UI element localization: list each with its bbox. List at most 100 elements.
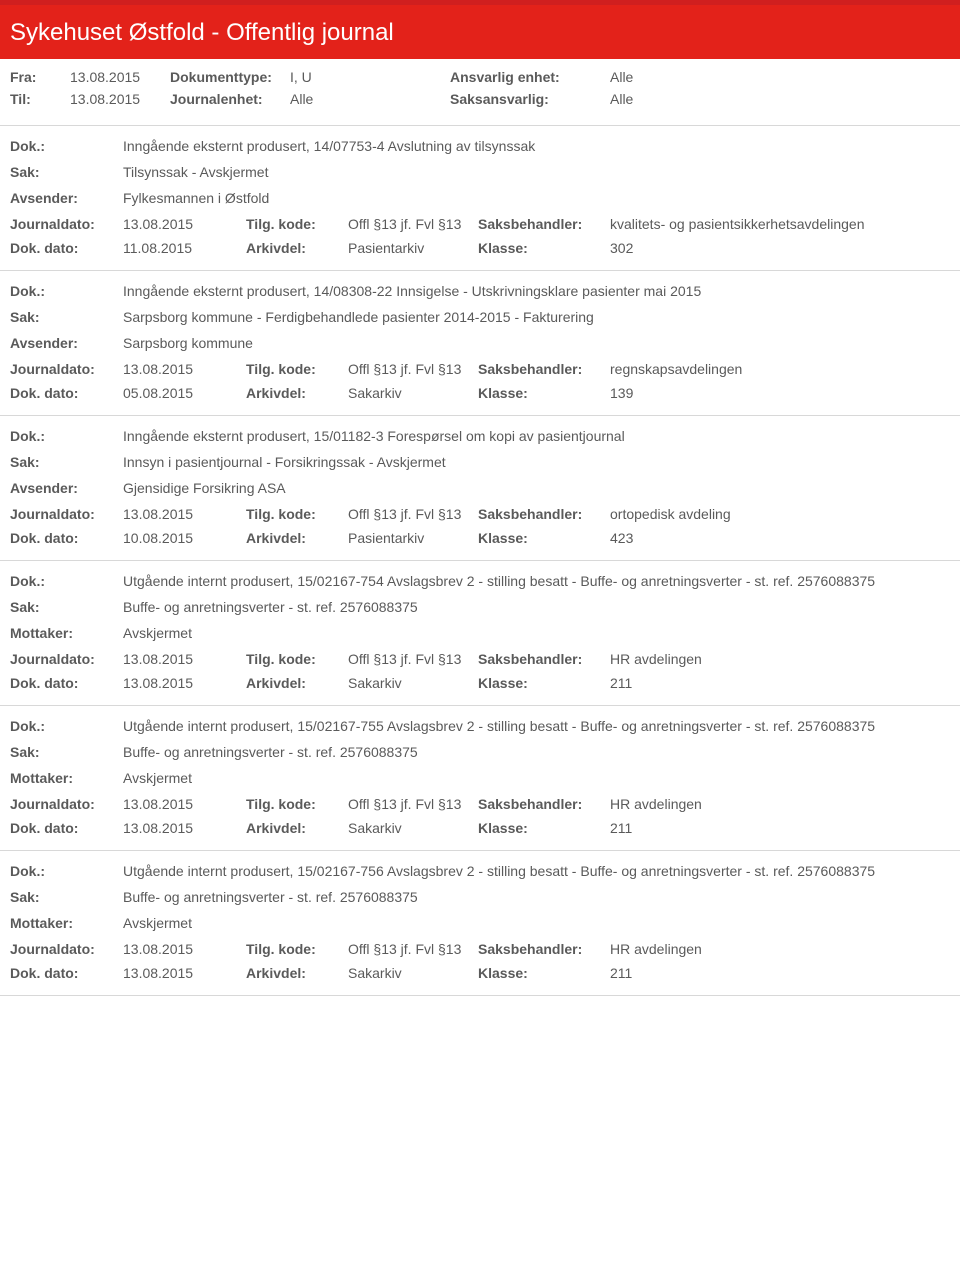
sak-value: Tilsynssak - Avskjermet [123, 164, 950, 180]
meta-row-2: Dok. dato:13.08.2015Arkivdel:SakarkivKla… [10, 820, 950, 836]
journaldato-value: 13.08.2015 [123, 651, 246, 667]
page-header: Sykehuset Østfold - Offentlig journal [0, 5, 960, 59]
sak-value: Innsyn i pasientjournal - Forsikringssak… [123, 454, 950, 470]
journaldato-value: 13.08.2015 [123, 941, 246, 957]
arkivdel-value: Sakarkiv [348, 820, 478, 836]
sak-label: Sak: [10, 164, 123, 180]
arkivdel-label: Arkivdel: [246, 530, 348, 546]
arkivdel-value: Pasientarkiv [348, 240, 478, 256]
sak-value: Buffe- og anretningsverter - st. ref. 25… [123, 599, 950, 615]
doktype-label: Dokumenttype: [170, 69, 290, 85]
meta-row-1: Journaldato:13.08.2015Tilg. kode:Offl §1… [10, 216, 950, 232]
tilgkode-label: Tilg. kode: [246, 941, 348, 957]
saksbehandler-value: HR avdelingen [610, 796, 950, 812]
dok-value: Utgående internt produsert, 15/02167-755… [123, 718, 950, 734]
dok-row: Dok.:Utgående internt produsert, 15/0216… [10, 863, 950, 879]
saksbehandler-value: HR avdelingen [610, 651, 950, 667]
meta-row-2: Dok. dato:13.08.2015Arkivdel:SakarkivKla… [10, 965, 950, 981]
party-value: Avskjermet [123, 770, 950, 786]
journal-entry: Dok.:Utgående internt produsert, 15/0216… [0, 851, 960, 996]
journal-entry: Dok.:Inngående eksternt produsert, 15/01… [0, 416, 960, 561]
saksbehandler-value: kvalitets- og pasientsikkerhetsavdelinge… [610, 216, 950, 232]
arkivdel-label: Arkivdel: [246, 820, 348, 836]
klasse-label: Klasse: [478, 385, 610, 401]
dok-row: Dok.:Utgående internt produsert, 15/0216… [10, 573, 950, 589]
journaldato-value: 13.08.2015 [123, 216, 246, 232]
saksansvarlig-label: Saksansvarlig: [450, 91, 610, 107]
saksbehandler-label: Saksbehandler: [478, 796, 610, 812]
dok-label: Dok.: [10, 428, 123, 444]
tilgkode-value: Offl §13 jf. Fvl §13 [348, 361, 478, 377]
klasse-value: 211 [610, 965, 950, 981]
meta-row-1: Journaldato:13.08.2015Tilg. kode:Offl §1… [10, 796, 950, 812]
journaldato-label: Journaldato: [10, 216, 123, 232]
dokdato-value: 13.08.2015 [123, 675, 246, 691]
tilgkode-label: Tilg. kode: [246, 651, 348, 667]
journaldato-label: Journaldato: [10, 506, 123, 522]
saksbehandler-label: Saksbehandler: [478, 361, 610, 377]
arkivdel-value: Sakarkiv [348, 965, 478, 981]
meta-row-1: Journaldato:13.08.2015Tilg. kode:Offl §1… [10, 941, 950, 957]
dokdato-value: 10.08.2015 [123, 530, 246, 546]
dok-row: Dok.:Utgående internt produsert, 15/0216… [10, 718, 950, 734]
ansvarlig-value: Alle [610, 69, 710, 85]
tilgkode-label: Tilg. kode: [246, 796, 348, 812]
dokdato-label: Dok. dato: [10, 820, 123, 836]
klasse-label: Klasse: [478, 820, 610, 836]
journaldato-value: 13.08.2015 [123, 361, 246, 377]
party-row: Avsender:Fylkesmannen i Østfold [10, 190, 950, 206]
saksbehandler-label: Saksbehandler: [478, 506, 610, 522]
doktype-value: I, U [290, 69, 450, 85]
tilgkode-value: Offl §13 jf. Fvl §13 [348, 796, 478, 812]
meta-row-2: Dok. dato:05.08.2015Arkivdel:SakarkivKla… [10, 385, 950, 401]
sak-row: Sak:Buffe- og anretningsverter - st. ref… [10, 744, 950, 760]
journal-entry: Dok.:Inngående eksternt produsert, 14/08… [0, 271, 960, 416]
tilgkode-label: Tilg. kode: [246, 361, 348, 377]
journal-entry: Dok.:Utgående internt produsert, 15/0216… [0, 561, 960, 706]
meta-row-1: Journaldato:13.08.2015Tilg. kode:Offl §1… [10, 506, 950, 522]
sak-label: Sak: [10, 599, 123, 615]
fra-value: 13.08.2015 [70, 69, 170, 85]
klasse-label: Klasse: [478, 675, 610, 691]
tilgkode-value: Offl §13 jf. Fvl §13 [348, 651, 478, 667]
party-value: Fylkesmannen i Østfold [123, 190, 950, 206]
dok-label: Dok.: [10, 863, 123, 879]
arkivdel-label: Arkivdel: [246, 385, 348, 401]
klasse-value: 139 [610, 385, 950, 401]
klasse-value: 211 [610, 675, 950, 691]
dok-label: Dok.: [10, 283, 123, 299]
tilgkode-value: Offl §13 jf. Fvl §13 [348, 216, 478, 232]
party-label: Avsender: [10, 190, 123, 206]
saksbehandler-value: regnskapsavdelingen [610, 361, 950, 377]
party-label: Avsender: [10, 335, 123, 351]
party-label: Mottaker: [10, 625, 123, 641]
saksansvarlig-value: Alle [610, 91, 710, 107]
dokdato-value: 13.08.2015 [123, 820, 246, 836]
sak-row: Sak:Buffe- og anretningsverter - st. ref… [10, 599, 950, 615]
arkivdel-value: Sakarkiv [348, 675, 478, 691]
sak-value: Sarpsborg kommune - Ferdigbehandlede pas… [123, 309, 950, 325]
party-value: Sarpsborg kommune [123, 335, 950, 351]
tilgkode-value: Offl §13 jf. Fvl §13 [348, 506, 478, 522]
filters: Fra: 13.08.2015 Dokumenttype: I, U Ansva… [0, 59, 960, 119]
klasse-label: Klasse: [478, 240, 610, 256]
meta-row-2: Dok. dato:11.08.2015Arkivdel:Pasientarki… [10, 240, 950, 256]
sak-label: Sak: [10, 889, 123, 905]
fra-label: Fra: [10, 69, 70, 85]
saksbehandler-label: Saksbehandler: [478, 651, 610, 667]
party-value: Avskjermet [123, 915, 950, 931]
sak-row: Sak:Sarpsborg kommune - Ferdigbehandlede… [10, 309, 950, 325]
party-value: Gjensidige Forsikring ASA [123, 480, 950, 496]
arkivdel-label: Arkivdel: [246, 675, 348, 691]
dokdato-label: Dok. dato: [10, 965, 123, 981]
journaldato-value: 13.08.2015 [123, 796, 246, 812]
tilgkode-label: Tilg. kode: [246, 506, 348, 522]
meta-row-2: Dok. dato:13.08.2015Arkivdel:SakarkivKla… [10, 675, 950, 691]
party-row: Mottaker:Avskjermet [10, 625, 950, 641]
arkivdel-label: Arkivdel: [246, 965, 348, 981]
saksbehandler-value: ortopedisk avdeling [610, 506, 950, 522]
journal-entry: Dok.:Utgående internt produsert, 15/0216… [0, 706, 960, 851]
arkivdel-value: Sakarkiv [348, 385, 478, 401]
til-value: 13.08.2015 [70, 91, 170, 107]
party-row: Mottaker:Avskjermet [10, 915, 950, 931]
